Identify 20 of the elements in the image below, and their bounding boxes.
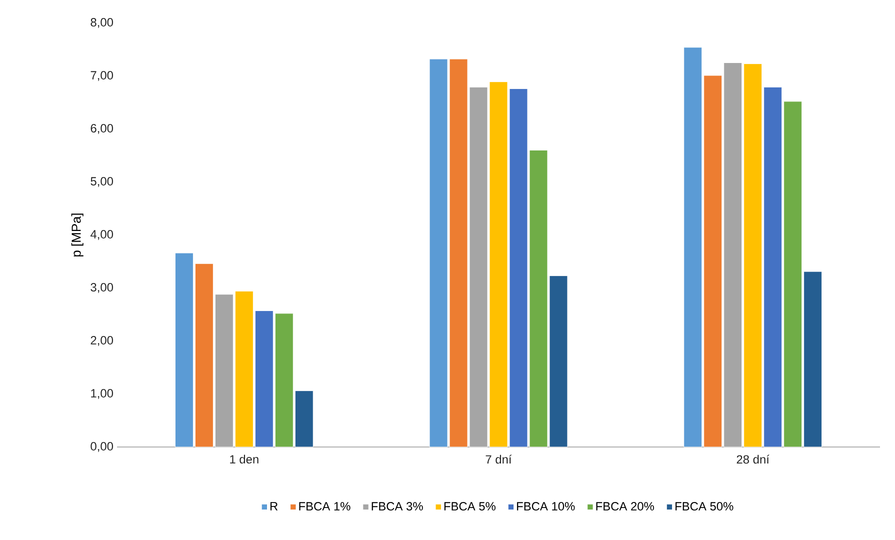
legend-label: R bbox=[270, 502, 278, 510]
y-tick-label: 6,00 bbox=[90, 124, 114, 134]
y-tick-label: 1,00 bbox=[91, 389, 114, 399]
y-tick-label: 2,00 bbox=[90, 336, 114, 346]
legend-label: FBCA 1% bbox=[299, 502, 350, 511]
y-tick-label: 7,00 bbox=[90, 71, 114, 81]
x-tick-label: 1 den bbox=[230, 454, 258, 464]
legend-label: FBCA 20% bbox=[596, 502, 654, 511]
legend-label: FBCA 3% bbox=[372, 502, 423, 511]
x-tick-label: 28 dní bbox=[736, 454, 770, 464]
y-axis-title: p [MPa] bbox=[71, 214, 84, 256]
legend-label: FBCA 5% bbox=[444, 502, 496, 511]
y-tick-label: 3,00 bbox=[90, 283, 114, 293]
y-tick-label: 4,00 bbox=[90, 230, 114, 240]
legend-label: FBCA 10% bbox=[517, 502, 575, 511]
legend-label: FBCA 50% bbox=[676, 502, 734, 511]
y-tick-label: 0,00 bbox=[90, 442, 114, 452]
x-tick-label: 7 dní bbox=[486, 454, 512, 464]
y-tick-label: 8,00 bbox=[90, 18, 114, 28]
y-tick-label: 5,00 bbox=[90, 177, 114, 187]
